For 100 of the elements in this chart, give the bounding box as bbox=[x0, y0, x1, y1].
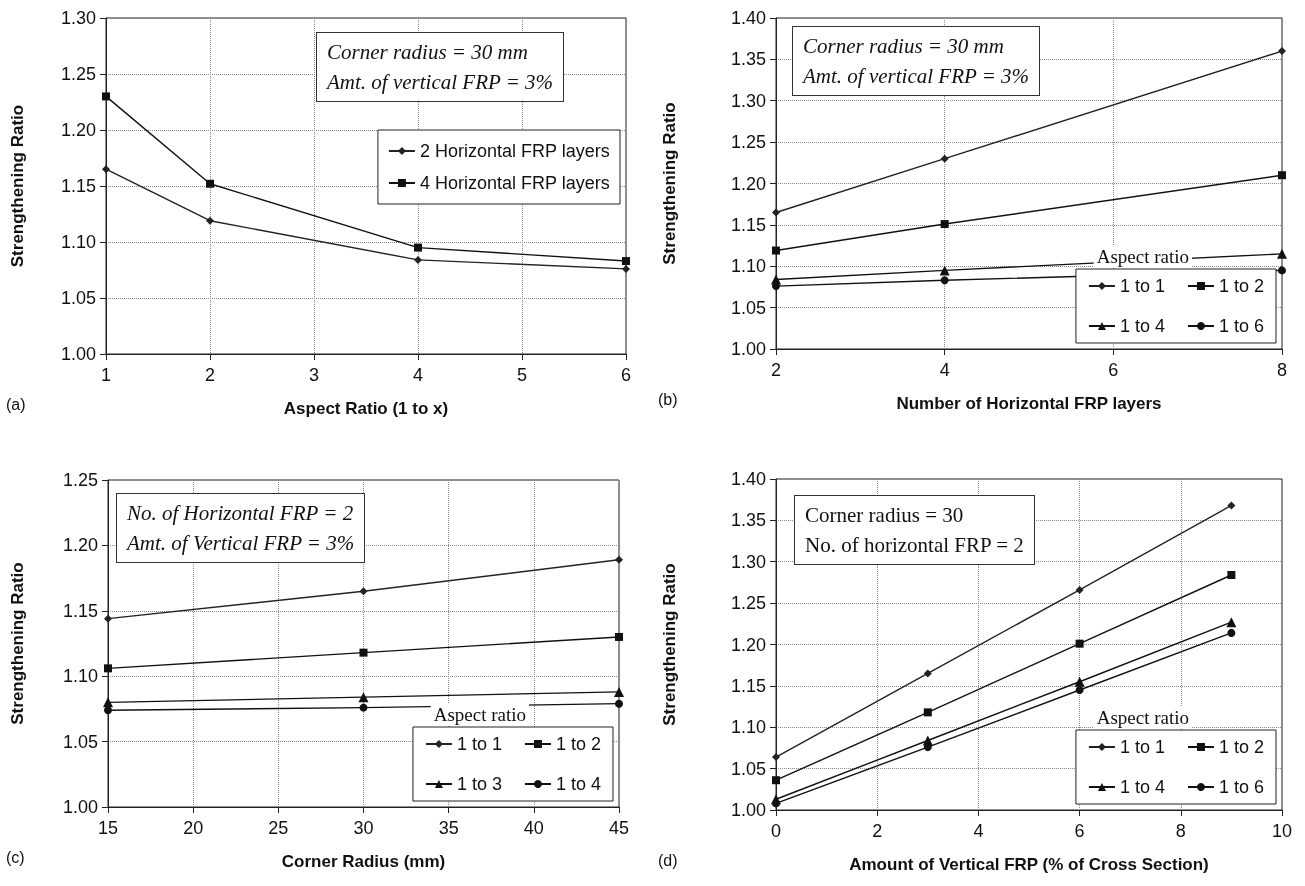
y-tick-label: 1.20 bbox=[730, 173, 766, 194]
legend-label: 1 to 2 bbox=[1218, 276, 1265, 296]
legend-label: 4 Horizontal FRP layers bbox=[419, 173, 610, 193]
y-tick-label: 1.05 bbox=[60, 288, 96, 308]
annotation: Amt. of vertical FRP = 3% bbox=[327, 69, 554, 96]
point bbox=[359, 648, 368, 657]
y-tick-label: 1.30 bbox=[730, 551, 766, 572]
y-tick-label: 1.35 bbox=[730, 49, 766, 70]
point bbox=[103, 697, 113, 708]
point bbox=[772, 753, 780, 762]
text: (d) bbox=[658, 852, 678, 870]
x-axis-title: Corner Radius (mm) bbox=[281, 852, 446, 871]
point bbox=[359, 703, 368, 712]
point bbox=[1075, 639, 1084, 648]
note-box: Corner radius = 30 No. of horizontal FRP = 2 bbox=[794, 495, 1035, 565]
annotation: Amt. of vertical FRP = 3% bbox=[803, 63, 1030, 90]
y-tick-label: 1.30 bbox=[730, 90, 766, 111]
x-tick-label: 8 bbox=[1175, 821, 1186, 841]
legend-label: 1 to 4 bbox=[1119, 316, 1165, 336]
point bbox=[939, 265, 950, 276]
y-axis-title: Strengthening Ratio bbox=[660, 563, 679, 726]
point bbox=[615, 632, 623, 641]
note-box: No. of Horizontal FRP = 2 Amt. of Vertical FRP = 3% bbox=[116, 493, 366, 563]
y-tick-label: 1.20 bbox=[62, 535, 98, 556]
y-tick-label: 1.25 bbox=[730, 593, 766, 614]
x-tick-label: 40 bbox=[523, 818, 544, 838]
point bbox=[206, 216, 214, 225]
y-tick-label: 1.40 bbox=[730, 469, 766, 489]
point bbox=[614, 686, 624, 697]
y-tick-label: 1.25 bbox=[730, 132, 766, 153]
point bbox=[102, 165, 110, 174]
y-tick-label: 1.10 bbox=[60, 232, 96, 252]
point bbox=[1278, 266, 1286, 275]
point bbox=[359, 587, 368, 596]
y-tick-label: 1.00 bbox=[60, 344, 96, 364]
point bbox=[206, 179, 214, 188]
y-tick-label: 1.30 bbox=[60, 8, 96, 28]
point bbox=[771, 274, 781, 285]
point bbox=[622, 264, 630, 273]
x-tick-label: 6 bbox=[620, 365, 632, 385]
y-tick-label: 1.00 bbox=[730, 800, 766, 820]
y-tick-label: 1.10 bbox=[730, 717, 766, 738]
point bbox=[940, 154, 949, 163]
y-tick-label: 1.15 bbox=[730, 675, 766, 696]
text: (b) bbox=[658, 391, 678, 409]
annotation: Corner radius = 30 mm bbox=[327, 39, 529, 66]
y-tick-label: 1.15 bbox=[62, 600, 98, 621]
annotation: Corner radius = 30 mm bbox=[803, 33, 1005, 60]
point bbox=[772, 208, 780, 217]
point bbox=[414, 243, 422, 252]
x-tick-label: 20 bbox=[183, 818, 204, 838]
annotation: No. of horizontal FRP = 2 bbox=[805, 532, 1024, 559]
x-tick-label: 6 bbox=[1074, 821, 1085, 841]
x-tick-label: 3 bbox=[308, 365, 320, 385]
legend-label: 1 to 2 bbox=[1218, 737, 1265, 757]
point bbox=[414, 255, 422, 264]
legend-label: 1 to 1 bbox=[1119, 276, 1165, 296]
text: (a) bbox=[6, 396, 26, 414]
point bbox=[622, 257, 630, 266]
text: (c) bbox=[6, 849, 25, 867]
y-axis-title: Strengthening Ratio bbox=[660, 102, 679, 265]
point bbox=[358, 692, 369, 703]
legend-title: Aspect ratio bbox=[1096, 246, 1189, 267]
note-box: Corner radius = 30 mm Amt. of vertical FRP = 3% bbox=[316, 32, 565, 102]
point bbox=[771, 794, 781, 805]
x-tick-label: 0 bbox=[770, 821, 782, 841]
annotation: Amt. of Vertical FRP = 3% bbox=[127, 530, 355, 557]
x-tick-label: 1 bbox=[100, 365, 112, 385]
legend-title: Aspect ratio bbox=[1096, 707, 1189, 728]
point bbox=[1278, 47, 1286, 56]
y-tick-label: 1.15 bbox=[60, 176, 96, 196]
note-box: Corner radius = 30 mm Amt. of vertical FRP = 3% bbox=[792, 26, 1041, 96]
y-tick-label: 1.10 bbox=[62, 666, 98, 687]
point bbox=[1074, 676, 1085, 687]
x-tick-label: 8 bbox=[1276, 360, 1288, 380]
x-tick-label: 4 bbox=[939, 360, 950, 380]
point bbox=[104, 664, 112, 673]
point bbox=[102, 92, 110, 101]
legend-label: 1 to 1 bbox=[456, 734, 502, 754]
y-tick-label: 1.05 bbox=[62, 731, 98, 752]
y-tick-label: 1.25 bbox=[62, 470, 98, 490]
point bbox=[1227, 501, 1236, 510]
point bbox=[1227, 570, 1236, 579]
point bbox=[1277, 248, 1287, 259]
y-axis-title: Strengthening Ratio bbox=[8, 562, 27, 725]
x-tick-label: 4 bbox=[412, 365, 424, 385]
legend-label: 1 to 6 bbox=[1218, 316, 1265, 336]
y-tick-label: 1.40 bbox=[730, 8, 766, 28]
point bbox=[772, 246, 780, 255]
x-tick-label: 15 bbox=[97, 818, 119, 838]
y-tick-label: 1.15 bbox=[730, 214, 766, 235]
point bbox=[772, 776, 780, 785]
point bbox=[940, 276, 949, 285]
point bbox=[1278, 171, 1286, 180]
point bbox=[940, 220, 949, 229]
y-tick-label: 1.25 bbox=[60, 64, 96, 84]
point bbox=[923, 708, 932, 717]
point bbox=[1227, 628, 1236, 637]
y-tick-label: 1.20 bbox=[60, 120, 96, 140]
legend-label: 1 to 2 bbox=[555, 734, 602, 754]
